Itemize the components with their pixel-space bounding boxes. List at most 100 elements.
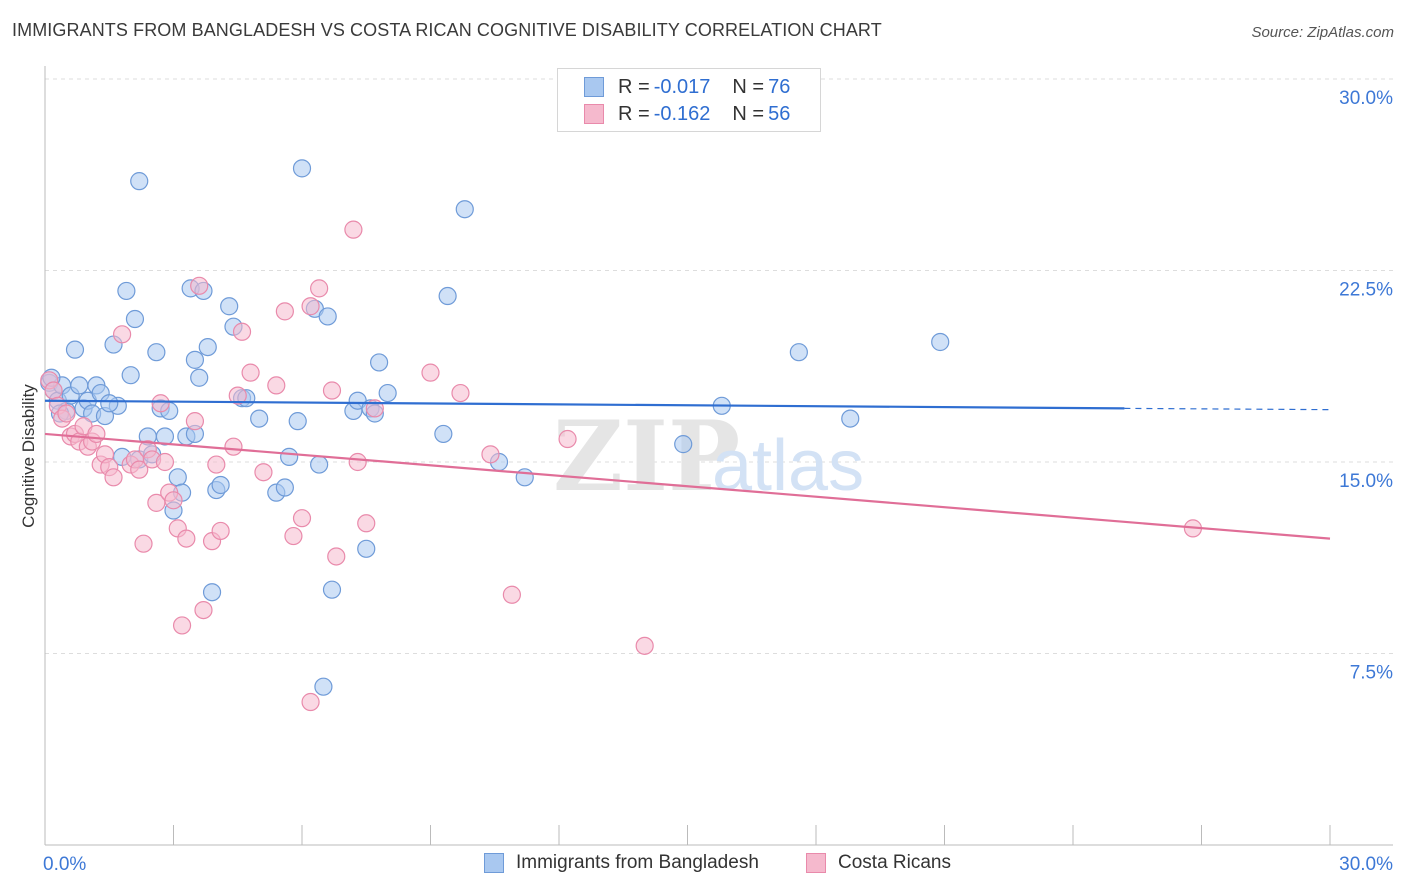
data-point bbox=[254, 463, 273, 482]
data-point bbox=[44, 381, 63, 400]
legend-r-label: R = bbox=[618, 75, 650, 98]
data-point bbox=[224, 437, 243, 456]
data-point bbox=[241, 363, 260, 382]
data-point bbox=[151, 394, 170, 413]
legend-n-label: N = bbox=[732, 75, 765, 98]
data-point bbox=[267, 376, 286, 395]
data-point bbox=[155, 427, 175, 446]
data-point bbox=[202, 583, 222, 602]
data-point bbox=[130, 460, 149, 479]
grid-lines bbox=[45, 78, 1393, 654]
data-point bbox=[292, 159, 312, 178]
legend-swatch-pink bbox=[806, 853, 826, 873]
trend-line-bangladesh bbox=[44, 399, 1125, 410]
data-point bbox=[207, 455, 226, 474]
legend-swatch-pink bbox=[584, 104, 604, 124]
data-point bbox=[344, 220, 363, 239]
legend-r-value: -0.162 bbox=[653, 102, 711, 125]
legend-n-label: N = bbox=[732, 102, 765, 125]
data-point bbox=[314, 677, 333, 696]
data-point bbox=[211, 521, 230, 541]
data-point bbox=[185, 350, 205, 369]
data-point bbox=[284, 526, 303, 546]
data-point bbox=[357, 514, 376, 533]
y-tick-label: 15.0% bbox=[1339, 471, 1393, 492]
data-point bbox=[121, 366, 140, 385]
watermark: ZIP atlas bbox=[553, 400, 864, 513]
legend-n-value: 56 bbox=[768, 102, 791, 125]
data-point bbox=[177, 529, 196, 548]
data-point bbox=[130, 172, 149, 191]
y-axis-label: Cognitive Disability bbox=[19, 384, 38, 528]
data-point bbox=[931, 332, 950, 352]
data-point bbox=[378, 383, 397, 403]
legend-r-label: R = bbox=[618, 102, 650, 125]
data-point bbox=[275, 302, 294, 321]
watermark-zip: ZIP bbox=[553, 400, 740, 513]
series-costa-rican-points bbox=[40, 220, 1203, 712]
data-point bbox=[322, 580, 342, 599]
data-point bbox=[327, 547, 346, 566]
data-point bbox=[112, 325, 132, 344]
legend-item-costa-rican[interactable]: Costa Ricans bbox=[806, 852, 951, 874]
data-point bbox=[164, 491, 183, 510]
data-point bbox=[220, 297, 239, 316]
data-point bbox=[232, 322, 252, 341]
data-point bbox=[451, 383, 470, 403]
data-point bbox=[370, 353, 389, 372]
data-point bbox=[125, 309, 145, 329]
data-point bbox=[211, 475, 230, 495]
data-point bbox=[250, 409, 269, 428]
data-point bbox=[789, 343, 808, 362]
data-point bbox=[348, 452, 367, 472]
chart-title: IMMIGRANTS FROM BANGLADESH VS COSTA RICA… bbox=[12, 20, 882, 40]
legend-swatch-blue bbox=[584, 77, 604, 97]
legend-n-value: 76 bbox=[768, 75, 791, 98]
data-point bbox=[558, 429, 577, 449]
data-point bbox=[502, 585, 521, 604]
data-point bbox=[438, 286, 457, 306]
data-point bbox=[147, 343, 166, 362]
data-point bbox=[280, 447, 299, 466]
legend-label-bangladesh: Immigrants from Bangladesh bbox=[516, 852, 759, 873]
data-point bbox=[155, 452, 175, 472]
data-point bbox=[190, 368, 209, 387]
legend-swatch-blue bbox=[484, 853, 504, 873]
data-point bbox=[198, 338, 217, 357]
trend-line-bangladesh-extension bbox=[1124, 407, 1331, 411]
data-point bbox=[301, 297, 320, 316]
legend-r-value: -0.017 bbox=[653, 75, 711, 98]
axes bbox=[44, 66, 1393, 846]
data-point bbox=[421, 363, 440, 382]
y-tick-label: 7.5% bbox=[1350, 663, 1393, 684]
data-point bbox=[57, 404, 76, 423]
source-label: Source: ZipAtlas.com bbox=[1251, 24, 1394, 41]
legend-item-bangladesh[interactable]: Immigrants from Bangladesh bbox=[484, 852, 759, 874]
y-tick-label: 22.5% bbox=[1339, 280, 1393, 301]
data-point bbox=[515, 468, 534, 487]
data-point bbox=[65, 340, 85, 359]
data-point bbox=[674, 435, 693, 454]
data-point bbox=[841, 409, 860, 428]
data-point bbox=[310, 279, 329, 298]
data-point bbox=[172, 616, 192, 635]
legend-label-costa-rican: Costa Ricans bbox=[838, 852, 951, 873]
data-point bbox=[318, 307, 337, 326]
watermark-atlas: atlas bbox=[712, 426, 864, 506]
data-point bbox=[322, 381, 342, 400]
data-point bbox=[190, 276, 209, 295]
data-point bbox=[455, 200, 474, 219]
data-point bbox=[434, 424, 453, 444]
series-legend: Immigrants from Bangladesh Costa Ricans bbox=[0, 852, 1406, 876]
series-bangladesh-points bbox=[40, 159, 950, 696]
x-tick-label: 0.0% bbox=[43, 854, 86, 875]
trend-line-costa-rican bbox=[44, 432, 1331, 540]
data-point bbox=[87, 424, 106, 444]
data-point bbox=[70, 376, 89, 395]
data-point bbox=[100, 394, 119, 413]
legend-row-costa-rican: R = -0.162 N = 56 bbox=[584, 101, 790, 127]
x-tick-label: 30.0% bbox=[1339, 854, 1393, 875]
y-tick-label: 30.0% bbox=[1339, 88, 1393, 109]
data-point bbox=[288, 412, 307, 431]
